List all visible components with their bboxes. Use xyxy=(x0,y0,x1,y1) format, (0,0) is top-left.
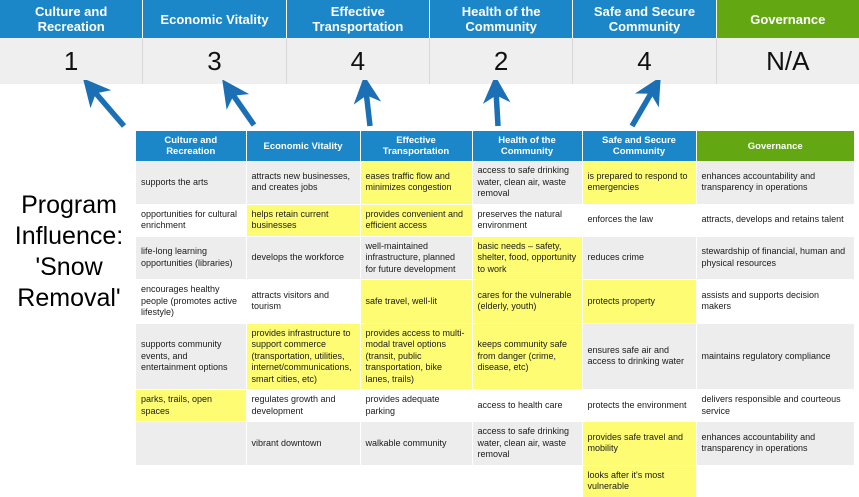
matrix-cell: protects the environment xyxy=(582,389,697,422)
arrow-effective-transportation-icon xyxy=(353,80,382,127)
summary-header-governance: Governance xyxy=(716,0,859,38)
matrix-cell: opportunities for cultural enrichment xyxy=(136,204,247,237)
influence-matrix-table: Culture and Recreation Economic Vitality… xyxy=(136,131,854,497)
caption-line-3: 'Snow xyxy=(35,253,103,281)
matrix-cell: parks, trails, open spaces xyxy=(136,389,247,422)
matrix-cell xyxy=(696,465,854,497)
matrix-cell: basic needs – safety, shelter, food, opp… xyxy=(472,236,583,280)
matrix-col-economic-vitality: Economic Vitality xyxy=(246,131,361,161)
arrow-safe-and-secure-community-icon xyxy=(629,80,661,128)
matrix-cell: provides access to multi-modal travel op… xyxy=(360,323,473,390)
caption-line-4: Removal' xyxy=(17,284,121,312)
matrix-cell: provides convenient and efficient access xyxy=(360,204,473,237)
matrix-cell: supports the arts xyxy=(136,161,247,205)
matrix-cell: access to safe drinking water, clean air… xyxy=(472,161,583,205)
summary-value-economic-vitality: 3 xyxy=(143,38,287,84)
matrix-cell: enhances accountability and transparency… xyxy=(696,161,854,205)
matrix-cell: vibrant downtown xyxy=(246,421,361,466)
scorecard-summary-band: Culture and Recreation Economic Vitality… xyxy=(0,0,859,84)
matrix-cell: maintains regulatory compliance xyxy=(696,323,854,390)
summary-value-effective-transportation: 4 xyxy=(287,38,430,84)
matrix-cell: provides safe travel and mobility xyxy=(582,421,697,466)
matrix-col-health-of-the-community: Health of the Community xyxy=(472,131,583,161)
table-row: opportunities for cultural enrichment hel… xyxy=(136,204,854,237)
matrix-cell: eases traffic flow and minimizes congest… xyxy=(360,161,473,205)
table-row: life-long learning opportunities (librar… xyxy=(136,236,854,280)
matrix-cell: life-long learning opportunities (librar… xyxy=(136,236,247,280)
matrix-cell: provides infrastructure to support comme… xyxy=(246,323,361,390)
matrix-cell: protects property xyxy=(582,279,697,324)
matrix-cell: develops the workforce xyxy=(246,236,361,280)
matrix-cell xyxy=(136,421,247,466)
matrix-cell xyxy=(246,465,361,497)
matrix-cell: provides adequate parking xyxy=(360,389,473,422)
table-row: encourages healthy people (promotes acti… xyxy=(136,279,854,324)
matrix-cell: delivers responsible and courteous servi… xyxy=(696,389,854,422)
matrix-cell: is prepared to respond to emergencies xyxy=(582,161,697,205)
matrix-cell: reduces crime xyxy=(582,236,697,280)
matrix-cell: ensures safe air and access to drinking … xyxy=(582,323,697,390)
matrix-cell: attracts, develops and retains talent xyxy=(696,204,854,237)
matrix-cell: access to safe drinking water, clean air… xyxy=(472,421,583,466)
summary-value-health-of-the-community: 2 xyxy=(430,38,574,84)
summary-header-row: Culture and Recreation Economic Vitality… xyxy=(0,0,859,38)
matrix-col-safe-and-secure-community: Safe and Secure Community xyxy=(582,131,697,161)
matrix-cell xyxy=(472,465,583,497)
matrix-col-culture-and-recreation: Culture and Recreation xyxy=(136,131,247,161)
matrix-cell: enforces the law xyxy=(582,204,697,237)
program-influence-caption: Program Influence: 'Snow Removal' xyxy=(4,190,134,314)
summary-value-governance: N/A xyxy=(766,45,810,76)
matrix-cell: attracts visitors and tourism xyxy=(246,279,361,324)
arrow-group xyxy=(82,80,661,128)
summary-header-economic-vitality: Economic Vitality xyxy=(143,0,287,38)
matrix-cell: attracts new businesses, and creates job… xyxy=(246,161,361,205)
matrix-header-row: Culture and Recreation Economic Vitality… xyxy=(136,131,854,161)
matrix-cell: keeps community safe from danger (crime,… xyxy=(472,323,583,390)
matrix-cell: access to health care xyxy=(472,389,583,422)
caption-line-1: Program xyxy=(21,191,117,219)
table-row: supports the arts attracts new businesses… xyxy=(136,161,854,205)
matrix-cell: helps retain current businesses xyxy=(246,204,361,237)
matrix-cell: regulates growth and development xyxy=(246,389,361,422)
summary-header-culture-and-recreation: Culture and Recreation xyxy=(0,0,144,38)
table-row: vibrant downtown walkable community access… xyxy=(136,421,854,466)
matrix-cell: enhances accountability and transparency… xyxy=(696,421,854,466)
matrix-cell xyxy=(136,465,247,497)
caption-line-2: Influence: xyxy=(14,222,124,250)
matrix-cell: preserves the natural environment xyxy=(472,204,583,237)
summary-value-safe-and-secure-community: 4 xyxy=(573,38,717,84)
matrix-cell: supports community events, and entertain… xyxy=(136,323,247,390)
summary-header-health-of-the-community: Health of the Community xyxy=(429,0,574,38)
arrow-health-of-the-community-icon xyxy=(482,80,511,127)
matrix-cell: assists and supports decision makers xyxy=(696,279,854,324)
matrix-cell: looks after it's most vulnerable xyxy=(582,465,697,497)
matrix-cell: safe travel, well-lit xyxy=(360,279,473,324)
matrix-col-effective-transportation: Effective Transportation xyxy=(360,131,473,161)
matrix-cell: cares for the vulnerable (elderly, youth… xyxy=(472,279,583,324)
summary-value-row: 1 3 4 2 4 N/A xyxy=(0,38,859,84)
summary-header-effective-transportation: Effective Transportation xyxy=(286,0,430,38)
matrix-cell: stewardship of financial, human and phys… xyxy=(696,236,854,280)
table-row: parks, trails, open spaces regulates grow… xyxy=(136,389,854,422)
arrow-economic-vitality-icon xyxy=(222,80,257,127)
summary-value-culture-and-recreation: 1 xyxy=(0,38,144,84)
matrix-cell xyxy=(360,465,473,497)
influence-matrix: Culture and Recreation Economic Vitality… xyxy=(136,131,854,497)
matrix-col-governance: Governance xyxy=(696,131,854,161)
table-row: supports community events, and entertain… xyxy=(136,323,854,390)
table-row: looks after it's most vulnerable xyxy=(136,465,854,497)
matrix-cell: walkable community xyxy=(360,421,473,466)
arrow-culture-and-recreation-icon xyxy=(82,80,127,128)
matrix-cell: encourages healthy people (promotes acti… xyxy=(136,279,247,324)
summary-header-safe-and-secure-community: Safe and Secure Community xyxy=(573,0,717,38)
matrix-cell: well-maintained infrastructure, planned … xyxy=(360,236,473,280)
